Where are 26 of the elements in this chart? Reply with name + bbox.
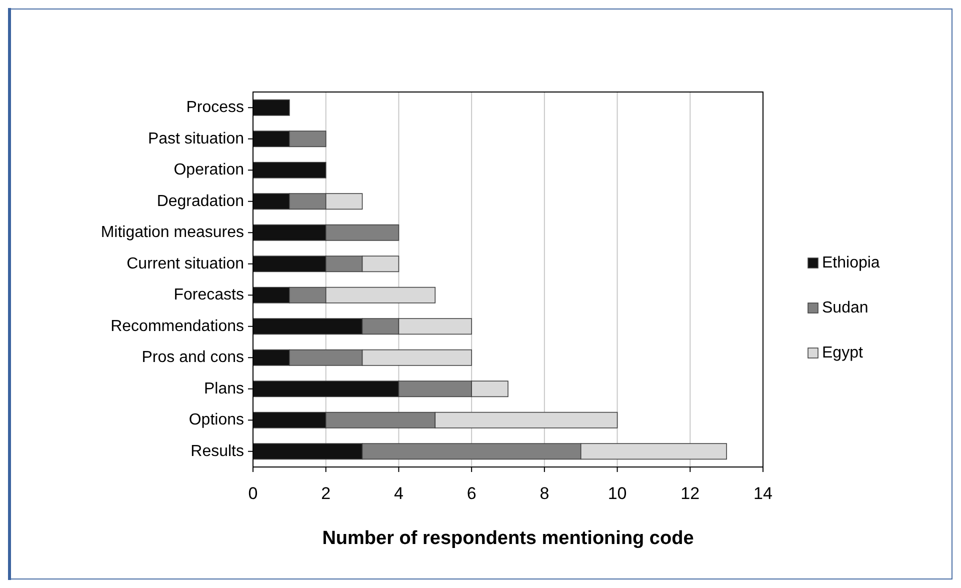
legend-label: Ethiopia: [822, 254, 880, 272]
x-tick-label: 8: [540, 484, 550, 503]
y-tick-label: Forecasts: [174, 286, 244, 304]
legend-label: Egypt: [822, 344, 864, 362]
y-tick-label: Options: [188, 412, 244, 429]
x-tick-label: 10: [608, 484, 627, 503]
bar: [252, 162, 326, 178]
y-tick-label: Past situation: [148, 130, 244, 148]
y-tick-label: Mitigation measures: [100, 224, 244, 242]
y-tick-label: Operation: [174, 162, 244, 179]
y-tick-label: Current situation: [126, 255, 244, 272]
legend-label: Sudan: [822, 300, 868, 316]
x-tick-label: 0: [248, 484, 258, 503]
x-tick-label: 4: [394, 484, 404, 503]
x-tick-label: 14: [754, 484, 772, 503]
x-tick-label: 2: [321, 484, 331, 503]
x-axis-title: Number of respondents mentioning code: [322, 528, 694, 549]
x-tick-label: 6: [466, 484, 476, 503]
y-tick-label: Plans: [204, 380, 244, 398]
y-tick-label: Process: [186, 99, 244, 116]
y-tick-label: Results: [190, 442, 244, 460]
y-tick-label: Recommendations: [110, 318, 244, 335]
y-tick-label: Pros and cons: [142, 349, 244, 366]
x-tick-label: 12: [680, 484, 700, 503]
y-tick-label: Degradation: [156, 192, 244, 210]
bar: [252, 99, 290, 116]
